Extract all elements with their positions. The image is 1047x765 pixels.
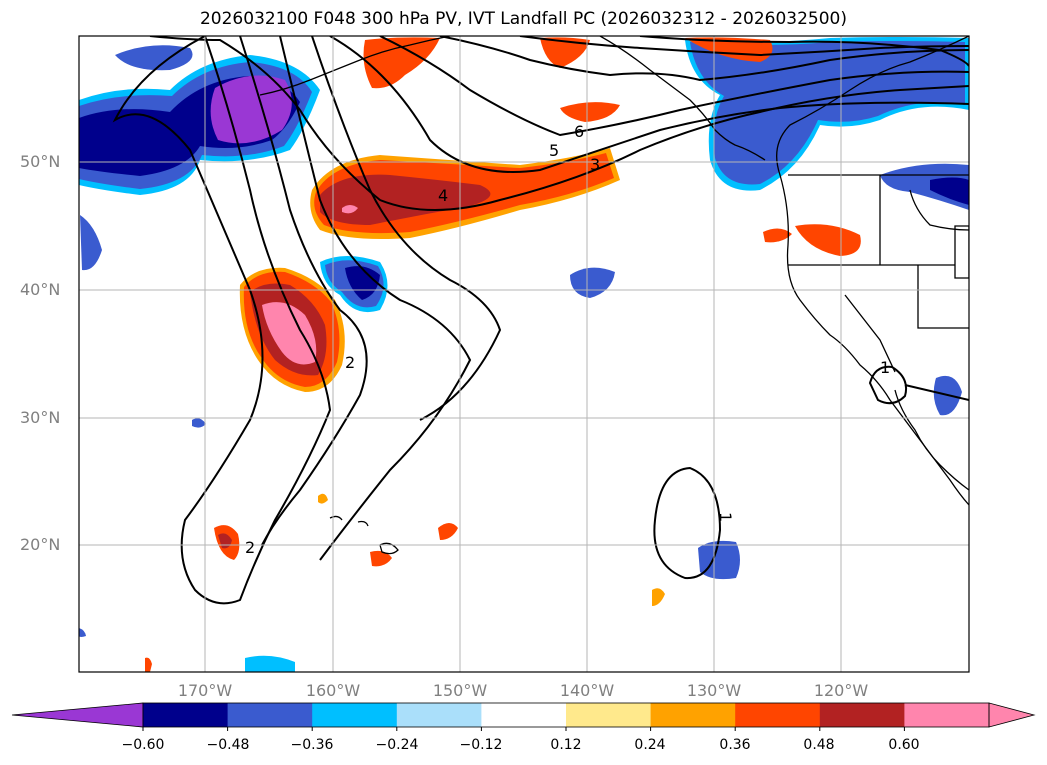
colorbar-tick-label: 0.36 bbox=[719, 737, 751, 753]
colorbar-segment bbox=[396, 703, 482, 727]
lon-label: 120°W bbox=[813, 681, 869, 700]
colorbar-tick-label: −0.60 bbox=[121, 737, 165, 753]
positive-pv-shading bbox=[145, 37, 861, 672]
colorbar-segment bbox=[904, 703, 990, 727]
lat-label: 20°N bbox=[20, 535, 61, 554]
coastlines bbox=[259, 36, 969, 555]
contour-label: 6 bbox=[574, 122, 584, 141]
colorbar-tick-label: −0.12 bbox=[459, 737, 503, 753]
contour-label: 1 bbox=[716, 512, 735, 522]
colorbar-segment bbox=[227, 703, 313, 727]
contour-label: 2 bbox=[345, 353, 355, 372]
colorbar-segment bbox=[735, 703, 821, 727]
lat-label: 40°N bbox=[20, 280, 61, 299]
colorbar-segment bbox=[819, 703, 905, 727]
contour-labels: 6 5 3 4 2 2 1 1 bbox=[245, 122, 890, 557]
colorbar-extend-high bbox=[988, 702, 1036, 728]
colorbar-tick-label: 0.24 bbox=[634, 737, 666, 753]
colorbar-segment bbox=[650, 703, 736, 727]
map-title: 2026032100 F048 300 hPa PV, IVT Landfall… bbox=[199, 9, 847, 29]
colorbar-segment bbox=[566, 703, 652, 727]
colorbar-segment bbox=[143, 703, 229, 727]
ivt-contours bbox=[112, 36, 969, 605]
map-frame bbox=[78, 35, 970, 673]
colorbar-tick-label: 0.60 bbox=[888, 737, 920, 753]
lon-label: 130°W bbox=[686, 681, 742, 700]
colorbar bbox=[11, 702, 1036, 731]
colorbar-tick-label: 0.48 bbox=[803, 737, 835, 753]
lon-label: 150°W bbox=[432, 681, 488, 700]
negative-pv-shading bbox=[79, 37, 969, 672]
contour-label: 1 bbox=[880, 358, 890, 377]
lon-label: 170°W bbox=[177, 681, 233, 700]
colorbar-segment bbox=[481, 703, 567, 727]
colorbar-segment bbox=[312, 703, 398, 727]
colorbar-tick-label: −0.24 bbox=[375, 737, 419, 753]
colorbar-tick-label: −0.48 bbox=[206, 737, 250, 753]
colorbar-extend-low bbox=[11, 702, 144, 728]
colorbar-tick-label: −0.36 bbox=[290, 737, 334, 753]
contour-label: 2 bbox=[245, 538, 255, 557]
colorbar-tick-label: 0.12 bbox=[550, 737, 582, 753]
lon-label: 140°W bbox=[559, 681, 615, 700]
contour-label: 4 bbox=[438, 186, 448, 205]
lon-label: 160°W bbox=[305, 681, 361, 700]
contour-label: 5 bbox=[549, 141, 559, 160]
lat-label: 30°N bbox=[20, 408, 61, 427]
graticule bbox=[79, 36, 969, 672]
contour-label: 3 bbox=[590, 155, 600, 174]
lat-label: 50°N bbox=[20, 152, 61, 171]
